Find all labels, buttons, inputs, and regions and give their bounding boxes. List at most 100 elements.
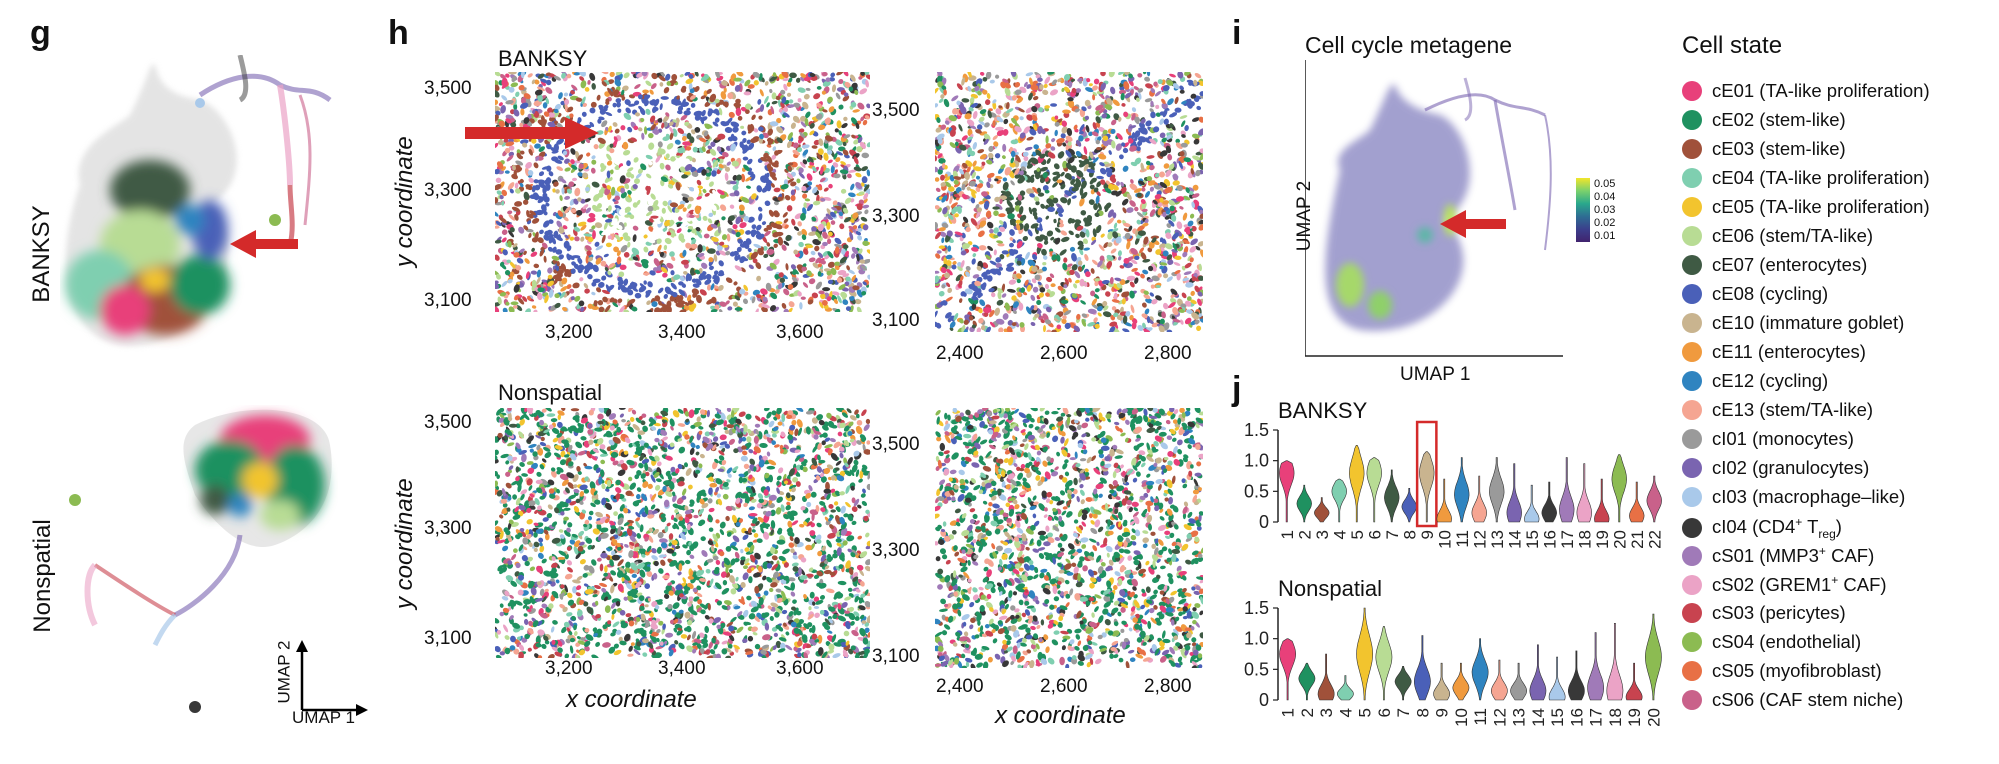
violin-shape-18	[1576, 463, 1592, 523]
spatial-banksy-label: BANKSY	[498, 46, 588, 71]
violin-shape-1	[1279, 460, 1295, 523]
legend-swatch	[1682, 632, 1702, 652]
panel-letter-g: g	[30, 14, 51, 52]
xtick-bot-left-1: 3,200	[545, 658, 593, 679]
violin-shape-1	[1279, 638, 1297, 701]
legend-swatch	[1682, 255, 1702, 275]
violin-x-tick-label: 18	[1606, 708, 1625, 727]
colorbar-tick-2: 0.04	[1594, 191, 1616, 203]
violin-shape-2	[1296, 484, 1312, 523]
legend-swatch	[1682, 458, 1702, 478]
violin-shape-7	[1394, 666, 1412, 701]
panel-letter-i: i	[1232, 14, 1242, 52]
colorbar-tick-4: 0.02	[1594, 217, 1616, 229]
ytick-top-left-3: 3,100	[424, 290, 472, 311]
xtick-bot-right-3: 2,800	[1144, 676, 1192, 697]
ytick-top-right-3: 3,100	[872, 310, 920, 331]
violin-x-tick-label: 15	[1523, 530, 1542, 549]
spatial-y-title-top: y coordinate	[391, 136, 418, 267]
legend-item: cE10 (immature goblet)	[1682, 312, 1904, 334]
umap-banksy-plot	[65, 55, 332, 346]
violin-shape-17	[1559, 457, 1575, 523]
violin-shape-3	[1314, 497, 1330, 523]
legend-item: cS06 (CAF stem niche)	[1682, 689, 1903, 711]
violin-y-tick-label: 1.5	[1244, 598, 1269, 618]
legend-label: cI04 (CD4+ Treg)	[1712, 515, 1842, 541]
violin-shape-5	[1356, 607, 1374, 701]
violin-y-tick-label: 1.5	[1244, 420, 1269, 440]
violin-x-tick-label: 5	[1348, 530, 1367, 539]
legend-swatch	[1682, 342, 1702, 362]
colorbar-tick-5: 0.01	[1594, 230, 1616, 242]
violin-x-tick-label: 13	[1510, 708, 1529, 727]
spatial-scatter	[931, 404, 1207, 671]
xtick-bot-right-1: 2,400	[936, 676, 984, 697]
legend-item: cI04 (CD4+ Treg)	[1682, 515, 1842, 541]
violin-x-tick-label: 5	[1356, 708, 1375, 717]
violin-plot-nonspatial: 00.51.01.51 2 3 4 5 6 7 8 9 10 11 12 13 14 15 16 17 18 19 2…	[1244, 598, 1663, 727]
violin-shape-10	[1436, 478, 1452, 523]
legend-label: cS01 (MMP3+ CAF)	[1712, 544, 1875, 567]
legend-item: cS04 (endothelial)	[1682, 631, 1861, 653]
legend-label: cS02 (GREM1+ CAF)	[1712, 573, 1887, 596]
legend-swatch	[1682, 661, 1702, 681]
legend-item: cS02 (GREM1+ CAF)	[1682, 573, 1887, 596]
violin-y-tick-label: 0.5	[1244, 659, 1269, 679]
ytick-bot-right-2: 3,300	[872, 540, 920, 561]
legend-swatch	[1682, 400, 1702, 420]
violin-x-tick-label: 4	[1330, 530, 1349, 539]
spatial-x-title-right: x coordinate	[995, 702, 1126, 729]
violin-x-tick-label: 9	[1433, 708, 1452, 717]
spatial-scatter	[932, 68, 1207, 335]
violin-shape-19	[1625, 662, 1643, 701]
violin-shape-22	[1646, 475, 1662, 523]
legend-swatch	[1682, 139, 1702, 159]
umap-nonspatial-plot	[69, 409, 332, 713]
ytick-top-left-2: 3,300	[424, 180, 472, 201]
violin-x-tick-label: 15	[1548, 708, 1567, 727]
ytick-bot-left-3: 3,100	[424, 628, 472, 649]
legend-item: cI01 (monocytes)	[1682, 428, 1854, 450]
colorbar	[1576, 178, 1590, 242]
violin-x-tick-label: 14	[1529, 708, 1548, 727]
legend-label: cE11 (enterocytes)	[1712, 341, 1866, 362]
xtick-bot-right-2: 2,600	[1040, 676, 1088, 697]
violin-x-tick-label: 2	[1298, 708, 1317, 717]
legend-item: cE06 (stem/TA-like)	[1682, 225, 1873, 247]
legend-item: cE05 (TA-like proliferation)	[1682, 196, 1930, 218]
violin-y-tick-label: 0.5	[1244, 481, 1269, 501]
violin-y-tick-label: 1.0	[1244, 629, 1269, 649]
legend-label: cE08 (cycling)	[1712, 283, 1829, 304]
legend-item: cE11 (enterocytes)	[1682, 341, 1866, 363]
violin-x-tick-label: 16	[1540, 530, 1559, 549]
violin-shape-5	[1349, 445, 1365, 523]
legend-swatch	[1682, 197, 1702, 217]
legend-swatch	[1682, 110, 1702, 130]
violin-x-tick-label: 17	[1558, 530, 1577, 549]
violin-x-tick-label: 16	[1567, 708, 1586, 727]
legend-swatch	[1682, 690, 1702, 710]
violin-shape-6	[1375, 626, 1393, 701]
violin-x-tick-label: 10	[1435, 530, 1454, 549]
legend-label: cI03 (macrophage–like)	[1712, 486, 1906, 507]
violin-shape-15	[1548, 656, 1566, 701]
legend-swatch	[1682, 226, 1702, 246]
legend-label: cE02 (stem-like)	[1712, 109, 1846, 130]
spatial-nonspatial-label: Nonspatial	[498, 380, 602, 405]
violin-x-tick-label: 19	[1593, 530, 1612, 549]
legend-label: cE06 (stem/TA-like)	[1712, 225, 1874, 246]
xtick-top-left-2: 3,400	[658, 322, 706, 343]
legend-label: cE03 (stem-like)	[1712, 138, 1846, 159]
legend-item: cE04 (TA-like proliferation)	[1682, 167, 1930, 189]
violin-x-tick-label: 19	[1625, 708, 1644, 727]
legend-item: cE03 (stem-like)	[1682, 138, 1846, 160]
violin-shape-20	[1611, 454, 1627, 523]
legend-swatch	[1682, 284, 1702, 304]
legend-item: cS05 (myofibroblast)	[1682, 660, 1882, 682]
violin-shape-4	[1331, 478, 1347, 523]
umap-axis-y-label: UMAP 2	[274, 640, 294, 704]
umap-nonspatial-label: Nonspatial	[29, 519, 56, 633]
legend-item: cS03 (pericytes)	[1682, 602, 1846, 624]
legend-swatch	[1682, 603, 1702, 623]
violin-banksy-label: BANKSY	[1278, 398, 1368, 423]
